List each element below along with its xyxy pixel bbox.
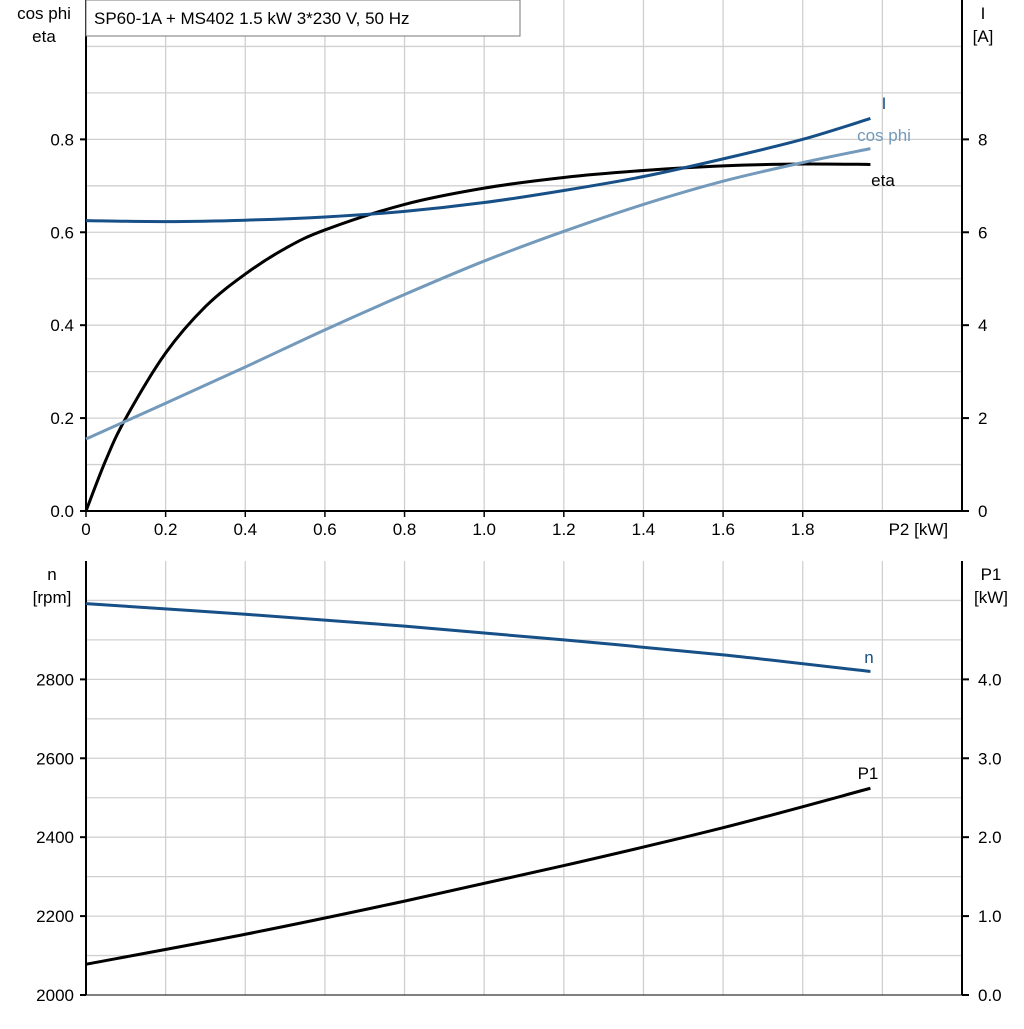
right-tick-label: 2 — [978, 409, 987, 428]
x-tick-label: 1.6 — [711, 520, 735, 539]
series-label-P1: P1 — [858, 764, 879, 783]
left-axis-label: [rpm] — [33, 588, 72, 607]
series-line-eta — [84, 162, 871, 512]
left-tick-label: 0.8 — [50, 130, 74, 149]
series-label-I: I — [882, 94, 887, 113]
left-axis-label: eta — [32, 27, 56, 46]
series-line-n — [85, 602, 871, 673]
left-tick-label: 0.0 — [50, 502, 74, 521]
x-tick-label: 0.6 — [313, 520, 337, 539]
x-tick-label: 1.8 — [791, 520, 815, 539]
left-axis-label: n — [47, 565, 56, 584]
x-tick-label: 0.8 — [393, 520, 417, 539]
series-line-I — [85, 117, 871, 224]
right-tick-label: 1.0 — [978, 907, 1002, 926]
x-tick-label: 0 — [81, 520, 90, 539]
left-tick-label: 0.4 — [50, 316, 74, 335]
left-tick-label: 2600 — [36, 749, 74, 768]
right-tick-label: 0 — [978, 502, 987, 521]
left-tick-label: 2800 — [36, 670, 74, 689]
right-tick-label: 6 — [978, 223, 987, 242]
left-tick-label: 2200 — [36, 907, 74, 926]
right-tick-label: 0.0 — [978, 986, 1002, 1005]
series-line-P1 — [85, 786, 871, 966]
right-tick-label: 2.0 — [978, 828, 1002, 847]
series-label-eta: eta — [871, 171, 895, 190]
series-line-cos-phi — [85, 147, 871, 441]
x-axis-label: P2 [kW] — [889, 520, 949, 539]
series-label-n: n — [864, 648, 873, 667]
title-box — [85, 0, 521, 37]
x-tick-label: 1.4 — [632, 520, 656, 539]
x-tick-label: 1.0 — [472, 520, 496, 539]
left-tick-label: 2000 — [36, 986, 74, 1005]
left-tick-label: 0.2 — [50, 409, 74, 428]
right-axis-label: I — [981, 4, 986, 23]
series-label-cos-phi: cos phi — [857, 126, 911, 145]
chart-title: SP60-1A + MS402 1.5 kW 3*230 V, 50 Hz — [94, 9, 409, 28]
left-axis-label: cos phi — [17, 4, 71, 23]
right-tick-label: 8 — [978, 130, 987, 149]
right-axis-label: P1 — [981, 565, 1002, 584]
bottom-chart: 2000 2200 2400 2600 2800 0.0 1.0 2.0 3.0 4.0 n [rpm… — [33, 561, 1008, 1005]
left-tick-label: 0.6 — [50, 223, 74, 242]
right-tick-label: 3.0 — [978, 749, 1002, 768]
right-tick-label: 4 — [978, 316, 987, 335]
right-axis-label: [A] — [973, 27, 994, 46]
top-chart: 0.0 0.2 0.4 0.6 0.8 0 2 4 6 8 0 0.2 0.4 0.6 0.8 1.0 1.2 1… — [17, 0, 993, 539]
right-tick-label: 4.0 — [978, 670, 1002, 689]
x-tick-label: 1.2 — [552, 520, 576, 539]
x-tick-label: 0.4 — [233, 520, 257, 539]
left-tick-label: 2400 — [36, 828, 74, 847]
right-axis-label: [kW] — [974, 588, 1008, 607]
x-tick-label: 0.2 — [154, 520, 178, 539]
